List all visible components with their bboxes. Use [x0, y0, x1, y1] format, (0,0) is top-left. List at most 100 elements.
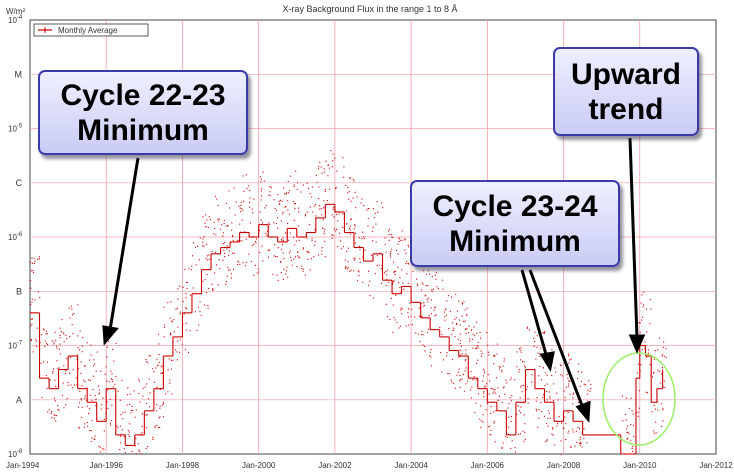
daily-point — [538, 375, 540, 377]
daily-point — [577, 427, 579, 429]
daily-point — [285, 193, 287, 195]
daily-point — [226, 245, 228, 247]
daily-point — [354, 191, 356, 193]
daily-point — [658, 337, 660, 339]
daily-point — [312, 211, 314, 213]
daily-point — [626, 397, 628, 399]
daily-point — [447, 372, 449, 375]
daily-point — [277, 279, 279, 281]
daily-point — [444, 319, 446, 321]
daily-point — [94, 435, 96, 437]
daily-point — [184, 307, 186, 309]
daily-point — [32, 269, 34, 272]
daily-point — [152, 436, 154, 438]
daily-point — [492, 392, 494, 394]
daily-point — [197, 245, 199, 247]
daily-point — [46, 361, 48, 363]
daily-point — [273, 199, 275, 201]
daily-point — [51, 410, 53, 412]
daily-point — [662, 346, 664, 348]
daily-point — [455, 293, 457, 295]
daily-point — [306, 250, 308, 253]
daily-point — [540, 401, 542, 403]
daily-point — [341, 226, 344, 228]
daily-point — [49, 379, 51, 381]
daily-point — [349, 229, 351, 231]
daily-point — [353, 259, 355, 261]
daily-point — [119, 425, 121, 427]
daily-point — [347, 268, 349, 270]
daily-point — [60, 353, 62, 355]
daily-point — [464, 360, 466, 362]
daily-point — [491, 388, 493, 390]
daily-point — [47, 411, 49, 413]
callout-cycle-23-24-line1: Cycle 23-24 — [432, 189, 598, 223]
daily-point — [577, 371, 579, 373]
daily-point — [52, 371, 54, 373]
daily-point — [510, 400, 512, 402]
daily-point — [145, 414, 147, 416]
daily-point — [372, 297, 375, 299]
daily-point — [57, 408, 59, 411]
daily-point — [539, 353, 541, 355]
daily-point — [88, 379, 90, 381]
daily-point — [111, 378, 113, 381]
daily-point — [401, 269, 403, 271]
daily-point — [216, 198, 218, 200]
daily-point — [333, 228, 335, 230]
daily-point — [655, 432, 657, 434]
daily-point — [626, 431, 628, 434]
daily-point — [45, 330, 48, 332]
daily-point — [480, 405, 482, 407]
daily-point — [539, 355, 541, 358]
daily-point — [306, 237, 308, 239]
daily-point — [276, 274, 278, 276]
daily-point — [521, 391, 523, 393]
daily-point — [444, 309, 447, 311]
daily-point — [96, 351, 98, 353]
daily-point — [430, 307, 432, 309]
daily-point — [214, 195, 217, 197]
daily-point — [53, 397, 56, 399]
daily-point — [331, 166, 333, 168]
daily-point — [367, 217, 369, 220]
daily-point — [310, 258, 313, 260]
daily-point — [536, 397, 538, 399]
daily-point — [349, 218, 352, 221]
daily-point — [385, 284, 387, 287]
daily-point — [502, 442, 504, 444]
daily-point — [153, 371, 155, 373]
daily-point — [319, 208, 321, 210]
daily-point — [442, 288, 444, 290]
daily-point — [232, 252, 234, 254]
daily-point — [170, 368, 173, 370]
daily-point — [111, 373, 113, 375]
daily-point — [332, 153, 334, 155]
daily-point — [626, 428, 628, 430]
daily-point — [332, 208, 334, 210]
daily-point — [487, 351, 490, 353]
daily-point — [496, 353, 498, 355]
daily-point — [560, 374, 562, 376]
daily-point — [69, 317, 71, 319]
daily-point — [122, 412, 124, 414]
daily-point — [90, 354, 92, 356]
daily-point — [424, 350, 426, 352]
daily-point — [526, 326, 529, 328]
daily-point — [377, 211, 379, 213]
daily-point — [167, 302, 169, 304]
daily-point — [242, 209, 244, 211]
daily-point — [340, 248, 342, 250]
daily-point — [233, 268, 235, 270]
daily-point — [304, 274, 306, 276]
daily-point — [305, 214, 307, 216]
daily-point — [304, 215, 307, 217]
daily-point — [407, 262, 409, 264]
daily-point — [152, 438, 154, 440]
daily-point — [501, 370, 503, 372]
daily-point — [138, 380, 140, 382]
daily-point — [279, 203, 281, 205]
daily-point — [295, 240, 297, 242]
daily-point — [481, 353, 483, 355]
daily-point — [289, 232, 291, 234]
